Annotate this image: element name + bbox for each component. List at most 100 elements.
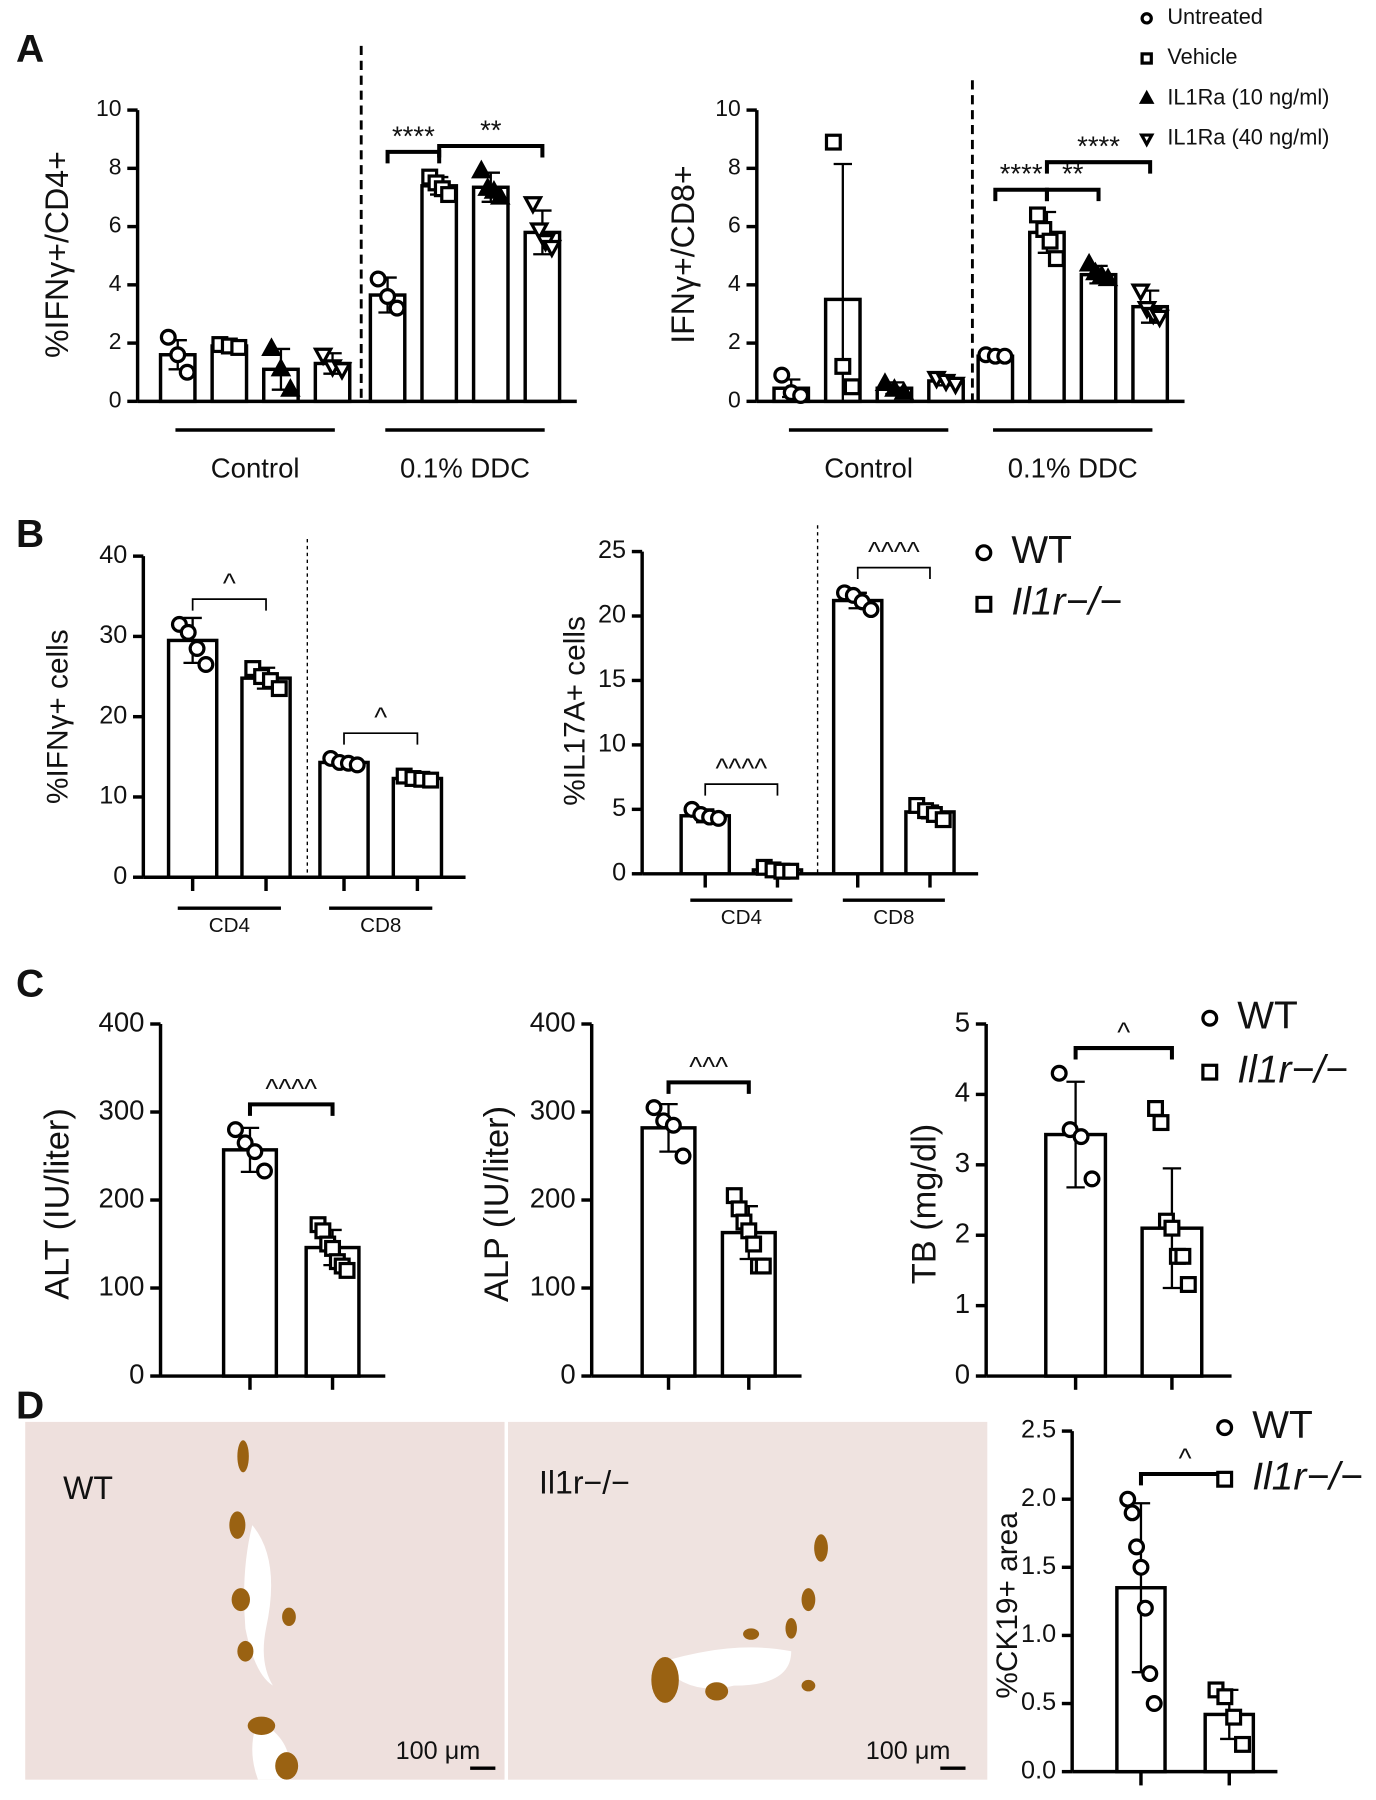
x-group-label: CD4 <box>721 906 762 929</box>
panel-label: B <box>16 513 44 556</box>
bar <box>1079 272 1118 404</box>
y-tick-label: 0 <box>560 1358 575 1389</box>
y-tick-label: 0 <box>129 1358 144 1389</box>
data-point <box>1234 1735 1251 1753</box>
image-label: WT <box>63 1470 113 1506</box>
y-tick-label: 0 <box>113 862 127 890</box>
significance-label: ^^^^ <box>265 1073 317 1104</box>
data-point <box>159 328 177 346</box>
data-point <box>261 337 282 357</box>
y-tick-label: 1 <box>955 1288 970 1319</box>
data-point <box>1128 1538 1146 1556</box>
legend-label: Vehicle <box>1167 44 1237 69</box>
y-tick-label: 2 <box>955 1217 970 1248</box>
data-point <box>1174 1247 1192 1265</box>
data-point <box>348 756 366 774</box>
y-axis-label: %IL17A+ cells <box>559 616 592 806</box>
figure-body: A B C D WT 100 μm Il1r−/− 100 μm 0246810… <box>16 4 1363 1786</box>
data-point <box>280 378 301 397</box>
y-axis-label: %IFNγ+/CD4+ <box>39 151 75 358</box>
y-axis-label: ALT (IU/liter) <box>39 1108 77 1300</box>
data-point <box>1130 283 1151 303</box>
significance-bracket <box>385 149 442 164</box>
data-point <box>379 288 397 305</box>
legend-marker <box>975 544 993 562</box>
significance-label: ^ <box>1117 1017 1130 1048</box>
y-tick-label: 0 <box>955 1358 970 1389</box>
legend-marker <box>1201 1063 1219 1081</box>
y-tick-label: 4 <box>728 270 741 296</box>
data-point <box>270 357 292 377</box>
data-point <box>674 1147 692 1165</box>
significance-bracket <box>856 566 931 580</box>
y-tick-label: 20 <box>598 601 626 629</box>
y-tick-label: 6 <box>728 212 741 238</box>
y-tick-label: 20 <box>99 701 127 729</box>
y-tick-label: 300 <box>530 1094 576 1125</box>
bar <box>523 230 562 404</box>
y-tick-label: 1.0 <box>1021 1620 1056 1648</box>
y-tick-label: 30 <box>99 621 127 649</box>
data-point <box>179 623 197 641</box>
legend-label: Il1r−/− <box>1237 1048 1347 1091</box>
panel-label: A <box>16 28 44 71</box>
significance-label: **** <box>392 120 435 151</box>
data-point <box>996 347 1014 365</box>
y-tick-label: 10 <box>99 782 127 810</box>
y-axis-label: IFNγ+/CD8+ <box>665 165 701 343</box>
data-point <box>226 1121 244 1139</box>
y-tick-label: 2.5 <box>1021 1416 1056 1444</box>
legend-label: Il1r−/− <box>1252 1456 1362 1499</box>
data-point <box>824 133 842 151</box>
data-point <box>188 639 206 657</box>
y-tick-label: 5 <box>612 794 626 822</box>
legend-marker <box>975 595 993 613</box>
data-point <box>1097 267 1119 287</box>
vessel <box>659 1647 792 1689</box>
data-point <box>541 239 563 259</box>
data-point <box>745 1235 763 1253</box>
y-tick-label: 0 <box>728 386 741 412</box>
data-point <box>843 378 861 396</box>
legend-label: IL1Ra (10 ng/ml) <box>1167 84 1329 109</box>
significance-label: ^^^^ <box>716 753 768 784</box>
legend-marker <box>1216 1470 1234 1488</box>
y-tick-label: 6 <box>109 212 122 238</box>
x-group-label: Control <box>211 452 300 483</box>
bar <box>420 184 459 404</box>
data-point <box>1179 1276 1197 1293</box>
data-point <box>440 186 458 204</box>
data-point <box>422 771 440 789</box>
data-point <box>471 159 492 179</box>
data-point <box>1123 1504 1141 1522</box>
data-point <box>312 347 334 367</box>
significance-bracket <box>1138 1471 1232 1486</box>
y-tick-label: 1.5 <box>1021 1552 1056 1580</box>
data-point <box>528 222 550 242</box>
y-axis-label: TB (mg/dl) <box>906 1124 944 1285</box>
significance-label: **** <box>1000 158 1043 189</box>
legend-label: IL1Ra (40 ng/ml) <box>1167 125 1329 150</box>
significance-label: ^ <box>374 702 387 733</box>
significance-label: ^ <box>1179 1442 1192 1473</box>
data-point <box>169 346 187 364</box>
data-point <box>1225 1708 1243 1726</box>
data-point <box>1149 309 1170 329</box>
scale-bar-label: 100 μm <box>866 1737 951 1765</box>
bar <box>640 1126 697 1378</box>
data-point <box>1136 1599 1154 1617</box>
bar <box>1140 1226 1204 1378</box>
data-point <box>862 601 880 619</box>
y-tick-label: 400 <box>99 1006 145 1037</box>
significance-bracket <box>191 598 267 611</box>
x-group-label: 0.1% DDC <box>1008 452 1138 483</box>
y-tick-label: 100 <box>530 1270 576 1301</box>
y-tick-label: 200 <box>530 1182 576 1213</box>
x-group-label: CD8 <box>873 906 914 929</box>
y-tick-label: 4 <box>955 1077 970 1108</box>
y-tick-label: 3 <box>955 1147 970 1178</box>
x-group-label: Control <box>824 452 913 483</box>
y-tick-label: 0.5 <box>1021 1688 1056 1716</box>
